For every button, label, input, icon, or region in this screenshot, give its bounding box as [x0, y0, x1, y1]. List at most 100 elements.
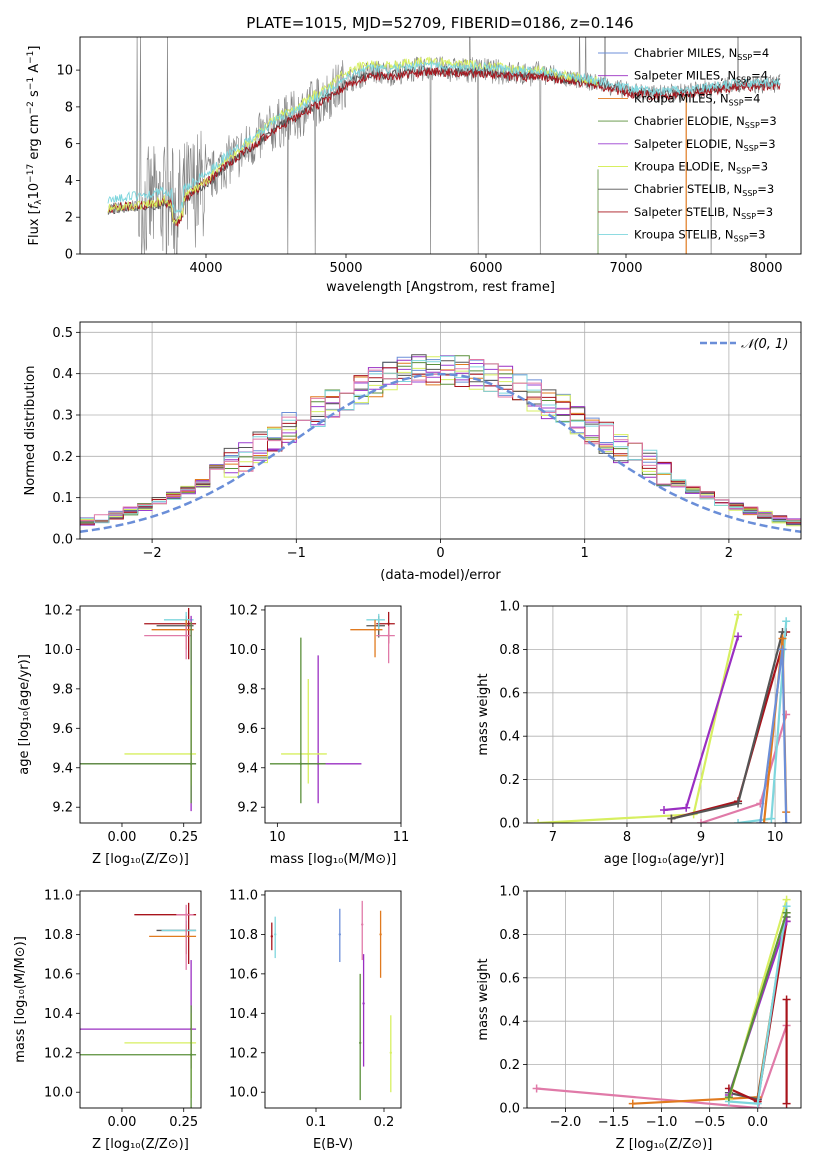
mass-weight-marker	[734, 799, 743, 808]
y-tick-label: 11.0	[229, 888, 258, 903]
y-tick-label: 10.6	[44, 967, 73, 982]
mass-weight-line	[538, 614, 740, 823]
mass-weight-marker	[753, 1099, 762, 1108]
mass-weight-line	[536, 1025, 788, 1108]
residual-histogram-salpeter_stelib	[80, 367, 801, 525]
axes-frame	[79, 36, 802, 255]
x-tick-label: 6000	[469, 261, 502, 276]
plot-area-age_vs_z	[80, 607, 197, 812]
mass-weight-marker	[734, 610, 743, 619]
axes-frame	[264, 890, 402, 1109]
legend-entry: 𝒩(0, 1)	[741, 337, 788, 352]
y-tick-label: 9.4	[52, 761, 73, 776]
x-tick-label: 2	[725, 546, 733, 561]
axes-frame	[264, 605, 402, 824]
y-tick-label: 8	[65, 100, 73, 115]
plot-area-residuals	[80, 322, 801, 539]
y-tick-label: 0.5	[52, 326, 73, 341]
x-tick-label: 0.00	[108, 1115, 137, 1130]
y-tick-label: 10.0	[229, 643, 258, 658]
x-axis-label: age [log₁₀(age/yr)]	[604, 852, 725, 867]
legend-entry: Kroupa ELODIE, NSSP=3	[634, 160, 768, 176]
panel-massweight_vs_z: −2.0 −1.5 −1.0 −0.5 0.0 0.0 0.2 0.4 0.6 0.8 1.0 Z […	[476, 885, 802, 1152]
y-tick-label: 10.2	[44, 1046, 73, 1061]
legend-entry: Chabrier ELODIE, NSSP=3	[634, 114, 777, 130]
x-tick-label: −2	[143, 546, 162, 561]
mass-weight-marker	[734, 819, 743, 823]
y-axis-label: Normed distribution	[23, 366, 38, 496]
mass-weight-marker	[782, 819, 791, 823]
axes-frame	[79, 605, 202, 824]
x-tick-label: 0.00	[108, 830, 137, 845]
model-spectrum-chabrier_stelib	[107, 65, 781, 227]
data-point	[270, 935, 273, 938]
x-tick-label: −1.0	[646, 1115, 678, 1130]
figure-title: PLATE=1015, MJD=52709, FIBERID=0186, z=0…	[246, 14, 633, 32]
x-tick-label: 10	[767, 830, 784, 845]
data-point	[389, 1051, 392, 1054]
data-point	[189, 762, 193, 766]
data-point	[189, 1053, 193, 1056]
legend-entry: Salpeter MILES, NSSP=4	[634, 69, 768, 85]
y-tick-label: 0.8	[499, 928, 520, 943]
data-point	[187, 622, 190, 625]
x-tick-label: 0.0	[747, 1115, 768, 1130]
y-tick-label: 10.4	[44, 1007, 73, 1022]
plot-area-massweight_vs_z	[527, 891, 801, 1108]
x-axis-label: Z [log₁₀(Z/Z⊙)]	[92, 1137, 189, 1152]
x-tick-label: 7000	[609, 261, 642, 276]
x-axis-label: (data-model)/error	[380, 568, 501, 583]
y-tick-label: 10.0	[44, 1086, 73, 1101]
x-tick-label: 0.2	[374, 1115, 395, 1130]
data-point	[184, 913, 188, 916]
x-axis-label: Z [log₁₀(Z/Z⊙)]	[92, 852, 189, 867]
y-tick-label: 0.8	[499, 643, 520, 658]
y-tick-label: 10.8	[44, 928, 73, 943]
x-tick-label: 8	[623, 830, 631, 845]
y-tick-label: 9.6	[52, 722, 73, 737]
x-tick-label: 0.25	[169, 830, 198, 845]
mass-weight-marker	[782, 995, 791, 1004]
y-tick-label: 0.2	[499, 773, 520, 788]
model-spectrum-salpeter_stelib	[107, 66, 781, 227]
x-tick-label: 10	[269, 830, 286, 845]
x-tick-label: 9	[697, 830, 705, 845]
y-tick-label: 0.4	[499, 730, 520, 745]
y-axis-label: mass weight	[476, 673, 491, 755]
y-tick-label: 0.4	[52, 367, 73, 382]
y-tick-label: 1.0	[499, 885, 520, 900]
mass-weight-marker	[532, 1084, 541, 1093]
mass-weight-marker	[682, 803, 691, 812]
axes-frame	[79, 890, 202, 1109]
plot-area-age_vs_mass	[269, 611, 395, 804]
y-tick-label: 1.0	[499, 600, 520, 615]
y-tick-label: 9.6	[237, 722, 258, 737]
y-tick-label: 10.4	[229, 1007, 258, 1022]
x-axis-label: mass [log₁₀(M/M⊙)]	[270, 852, 397, 867]
legend-entry: Salpeter ELODIE, NSSP=3	[634, 137, 776, 153]
data-point	[377, 618, 380, 622]
y-tick-label: 10.0	[44, 643, 73, 658]
y-tick-label: 10.2	[229, 603, 258, 618]
x-tick-label: 4000	[189, 261, 222, 276]
plot-area-mass_vs_z	[80, 902, 197, 1108]
y-tick-label: 0.1	[52, 491, 73, 506]
legend-entry: Kroupa MILES, NSSP=4	[634, 91, 760, 107]
mass-weight-marker	[660, 805, 668, 814]
x-tick-label: 0.1	[306, 1115, 327, 1130]
y-tick-label: 10.2	[229, 1046, 258, 1061]
data-point	[387, 622, 390, 625]
y-axis-label: mass weight	[476, 958, 491, 1040]
data-point	[373, 628, 377, 631]
y-tick-label: 11.0	[44, 888, 73, 903]
y-tick-label: 0.6	[499, 971, 520, 986]
residual-histogram-chabrier_stelib	[80, 354, 801, 525]
data-point	[299, 762, 303, 766]
mass-weight-marker	[767, 814, 776, 823]
y-axis-label: Flux [fλ10−17 erg cm−2 s−1 A−1]	[26, 46, 44, 246]
panel-mass_vs_ebv: 0.1 0.2 10.0 10.2 10.4 10.6 10.8 11.0 E(B-V)	[229, 888, 402, 1152]
y-tick-label: 9.2	[237, 801, 258, 816]
x-tick-label: −1.5	[598, 1115, 630, 1130]
